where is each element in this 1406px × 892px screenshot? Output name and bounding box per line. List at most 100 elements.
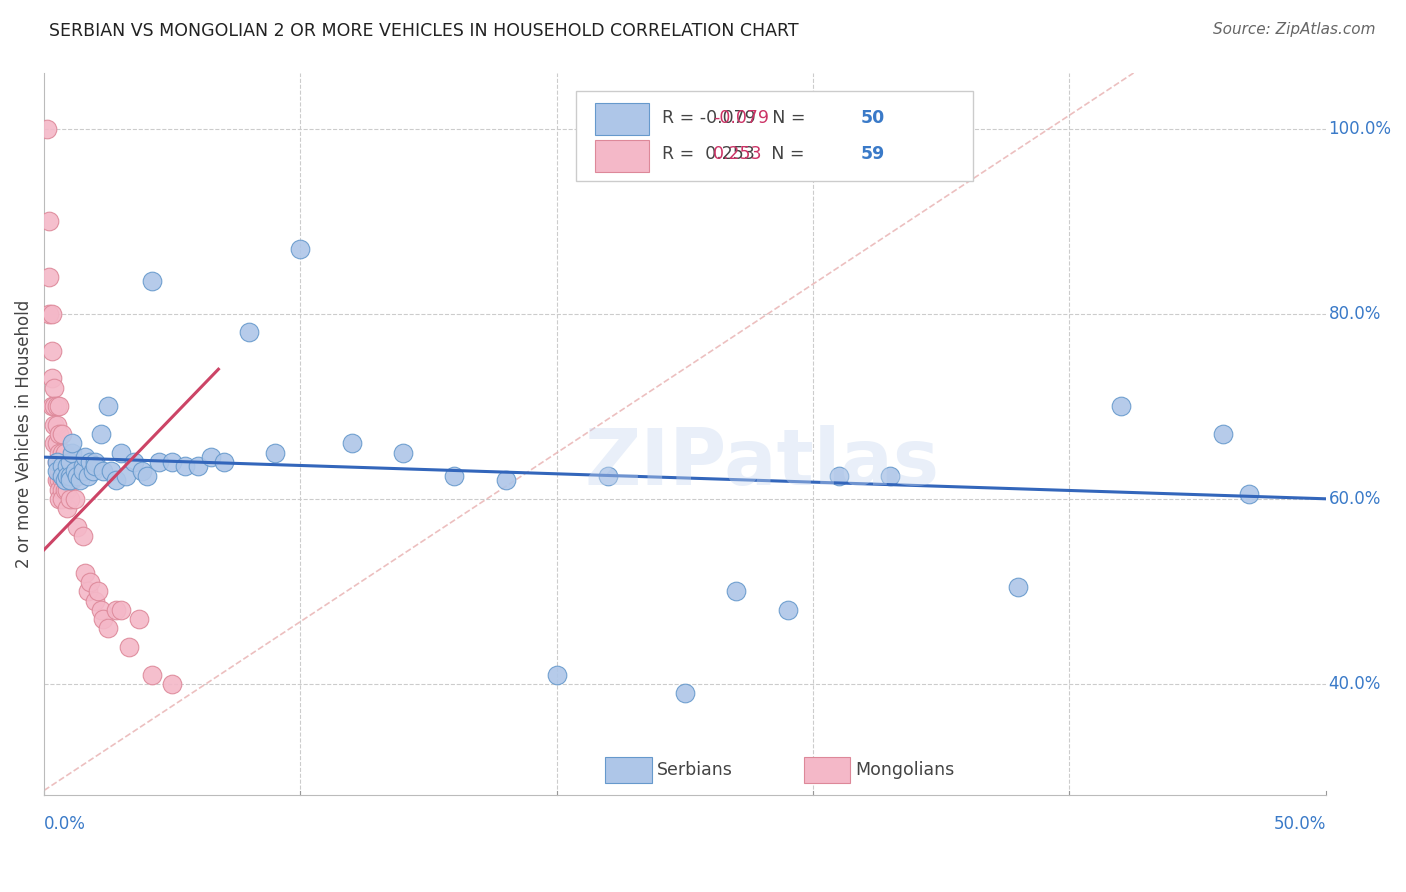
Point xyxy=(104,473,127,487)
Point xyxy=(41,307,63,321)
Point xyxy=(56,483,79,497)
Point xyxy=(75,566,97,580)
Point xyxy=(87,584,110,599)
Text: 50: 50 xyxy=(860,109,884,127)
Point xyxy=(53,483,76,497)
Point xyxy=(162,455,184,469)
Point xyxy=(673,686,696,700)
Text: R = -0.079   N =: R = -0.079 N = xyxy=(662,109,811,127)
Point xyxy=(89,427,111,442)
Point xyxy=(44,436,66,450)
Point xyxy=(53,473,76,487)
Point xyxy=(48,491,70,506)
Point xyxy=(45,473,67,487)
Point xyxy=(53,464,76,478)
Text: Serbians: Serbians xyxy=(657,762,733,780)
Point xyxy=(56,464,79,478)
Text: 50.0%: 50.0% xyxy=(1274,815,1326,833)
Text: 80.0%: 80.0% xyxy=(1329,305,1381,323)
Point xyxy=(97,399,120,413)
FancyBboxPatch shape xyxy=(595,140,650,172)
Point xyxy=(51,473,73,487)
Point xyxy=(51,491,73,506)
Point xyxy=(76,584,98,599)
Point xyxy=(45,436,67,450)
Text: 0.0%: 0.0% xyxy=(44,815,86,833)
Point xyxy=(44,381,66,395)
Text: Source: ZipAtlas.com: Source: ZipAtlas.com xyxy=(1212,22,1375,37)
Point xyxy=(596,468,619,483)
Point xyxy=(48,483,70,497)
Point xyxy=(66,468,89,483)
Point xyxy=(725,584,748,599)
Text: 100.0%: 100.0% xyxy=(1329,120,1392,137)
Point xyxy=(59,464,82,478)
Point xyxy=(89,603,111,617)
Point xyxy=(44,399,66,413)
Y-axis label: 2 or more Vehicles in Household: 2 or more Vehicles in Household xyxy=(15,300,32,568)
Point xyxy=(97,621,120,635)
Text: R =  0.253   N =: R = 0.253 N = xyxy=(662,145,810,163)
Point xyxy=(45,455,67,469)
Point xyxy=(131,464,153,478)
Point xyxy=(84,459,107,474)
Point xyxy=(41,399,63,413)
Point xyxy=(141,274,163,288)
Point xyxy=(118,640,141,654)
Point xyxy=(35,121,58,136)
Point xyxy=(91,464,114,478)
Text: 0.253: 0.253 xyxy=(713,145,762,163)
Point xyxy=(91,612,114,626)
Point xyxy=(56,468,79,483)
Point xyxy=(546,667,568,681)
Text: SERBIAN VS MONGOLIAN 2 OR MORE VEHICLES IN HOUSEHOLD CORRELATION CHART: SERBIAN VS MONGOLIAN 2 OR MORE VEHICLES … xyxy=(49,22,799,40)
Text: ZIPatlas: ZIPatlas xyxy=(585,425,939,501)
FancyBboxPatch shape xyxy=(595,103,650,136)
Point xyxy=(1212,427,1234,442)
Point xyxy=(56,459,79,474)
Point xyxy=(56,501,79,516)
Point xyxy=(60,473,83,487)
Point xyxy=(51,468,73,483)
Point xyxy=(263,445,285,459)
Point xyxy=(45,399,67,413)
Point xyxy=(187,459,209,474)
Point xyxy=(1109,399,1132,413)
Point xyxy=(69,473,91,487)
Point xyxy=(48,399,70,413)
Point xyxy=(60,436,83,450)
Point xyxy=(51,427,73,442)
Point xyxy=(51,483,73,497)
Point xyxy=(828,468,851,483)
Point xyxy=(66,519,89,533)
Point xyxy=(63,491,86,506)
Point xyxy=(79,455,101,469)
Point xyxy=(82,464,104,478)
Point xyxy=(79,575,101,590)
Point xyxy=(38,307,60,321)
Point xyxy=(53,445,76,459)
Text: -0.079: -0.079 xyxy=(713,109,769,127)
Point xyxy=(45,417,67,432)
Point xyxy=(51,464,73,478)
Point xyxy=(41,343,63,358)
Point xyxy=(45,464,67,478)
Point xyxy=(51,459,73,474)
Point xyxy=(340,436,363,450)
Point xyxy=(63,464,86,478)
Point xyxy=(212,455,235,469)
Point xyxy=(60,445,83,459)
Point xyxy=(48,473,70,487)
Point xyxy=(148,455,170,469)
Point xyxy=(38,214,60,228)
Point xyxy=(48,445,70,459)
Text: 60.0%: 60.0% xyxy=(1329,490,1381,508)
Point xyxy=(84,455,107,469)
Point xyxy=(53,473,76,487)
Point xyxy=(59,473,82,487)
Point xyxy=(200,450,222,464)
Point xyxy=(110,445,132,459)
Point xyxy=(76,468,98,483)
Point xyxy=(443,468,465,483)
Point xyxy=(122,455,145,469)
